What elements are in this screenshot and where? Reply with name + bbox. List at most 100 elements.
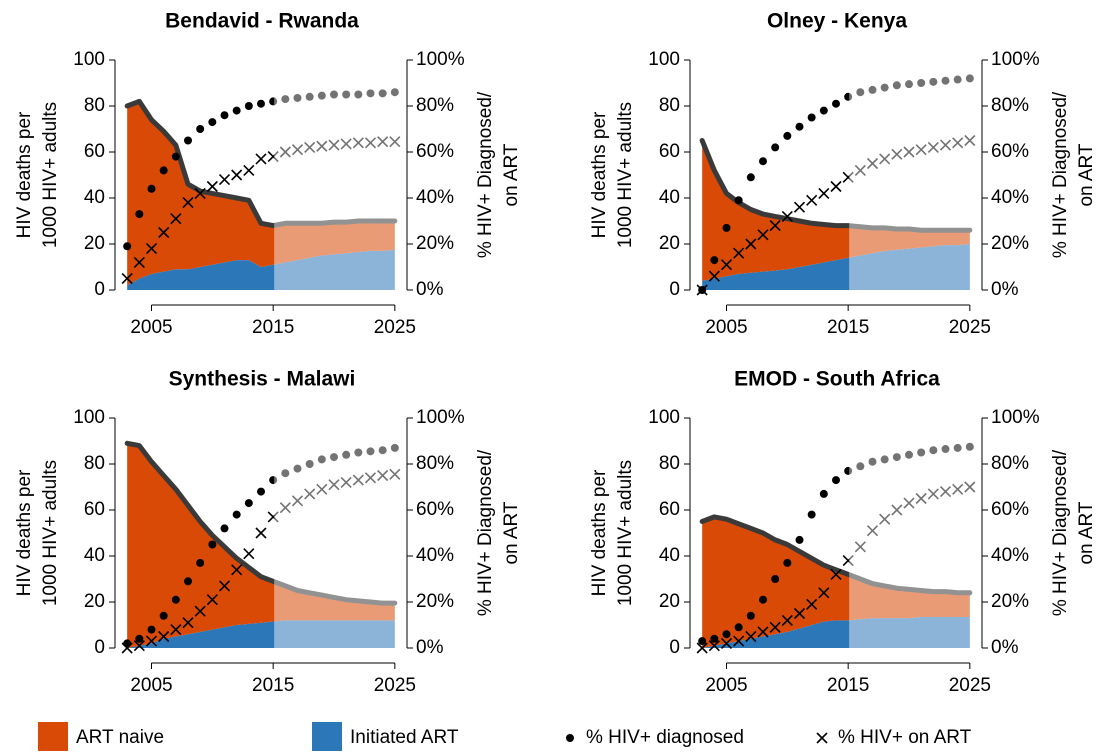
total-line (124, 440, 398, 606)
art-cross (158, 630, 170, 643)
x-tick-label: 2015 (252, 675, 294, 696)
x-tick-label: 2015 (827, 675, 869, 696)
y2-axis-label: % HIV+ Diagnosed/ (475, 449, 496, 616)
total-line (699, 138, 973, 233)
y2-tick-label: 0% (991, 637, 1019, 658)
diagnosed-dot (795, 122, 804, 131)
diagnosed-dot (135, 634, 144, 643)
art-cross (170, 624, 182, 636)
x-tick-label: 2015 (252, 317, 294, 338)
y-axis-label: 1000 HIV+ adults (615, 460, 636, 606)
art-cross (830, 568, 842, 580)
panel: 0 20 40 60 80 100 0% 20% 40% 60% 80% 100% 2005 2015 20… (589, 10, 1097, 338)
art-cross (939, 486, 952, 498)
diagnosed-dot (892, 81, 901, 90)
art-cross (879, 513, 891, 525)
diagnosed-dot (208, 118, 217, 127)
art-cross (158, 226, 170, 239)
y2-axis-label: % HIV+ Diagnosed/ (1050, 91, 1071, 258)
art-cross (194, 605, 206, 617)
diagnosed-dot (354, 90, 363, 99)
diagnosed-dot (905, 450, 913, 459)
y-axis-label: HIV deaths per (589, 111, 610, 238)
art-cross (316, 140, 328, 152)
diagnosed-dot (880, 455, 889, 464)
art-cross (891, 504, 903, 516)
art-cross (903, 146, 915, 158)
art-cross (218, 174, 231, 186)
art-cross (964, 134, 976, 147)
diagnosed-dot (856, 462, 865, 471)
diagnosed-dot (232, 106, 241, 115)
y-tick-label: 0 (669, 279, 680, 300)
art-cross (243, 164, 255, 176)
diagnosed-dot (917, 79, 926, 87)
chart-title: Olney - Kenya (767, 10, 907, 33)
diagnosed-dot (953, 443, 962, 452)
diagnosed-dot (710, 634, 719, 643)
y2-tick-label: 80% (991, 453, 1029, 474)
art-cross (194, 187, 206, 199)
legend-label: % HIV+ on ART (838, 727, 972, 748)
diagnosed-dot (734, 196, 743, 205)
diagnosed-dot (929, 77, 938, 86)
y-axis-label: 1000 HIV+ adults (40, 102, 61, 248)
art-cross (377, 469, 389, 482)
y-tick-label: 60 (659, 141, 680, 162)
x-tick-label: 2005 (705, 317, 747, 338)
area (702, 140, 970, 281)
diagnosed-dot (147, 625, 156, 634)
art-cross (243, 548, 255, 560)
diagnosed-dot (244, 499, 253, 508)
y-tick-label: 40 (659, 545, 680, 566)
art-cross (267, 511, 279, 523)
art-cross (231, 169, 243, 181)
diagnosed-dot (832, 99, 840, 108)
y-tick-label: 40 (84, 187, 105, 208)
art-cross (279, 146, 291, 158)
x-tick-label: 2005 (130, 317, 172, 338)
diagnosed-dot (123, 242, 132, 251)
diagnosed-dot (244, 102, 253, 110)
diagnosed-dot (929, 446, 938, 455)
y2-tick-label: 60% (991, 141, 1029, 162)
art-cross (939, 139, 952, 151)
diagnosed-dot (771, 575, 780, 583)
y2-tick-label: 0% (416, 279, 444, 300)
chart-title: Synthesis - Malawi (169, 368, 356, 391)
diagnosed-dot (366, 447, 375, 456)
art-cross (291, 495, 304, 507)
diagnosed-dot (892, 453, 901, 462)
diagnosed-dot (330, 453, 338, 462)
art-cross (854, 541, 866, 553)
art-cross (793, 201, 806, 213)
y-tick-label: 60 (659, 499, 680, 520)
y-axis-label: HIV deaths per (589, 469, 610, 596)
y-tick-label: 20 (84, 591, 105, 612)
y2-tick-label: 60% (991, 499, 1029, 520)
legend-swatch (312, 722, 342, 751)
x-tick-label: 2025 (949, 675, 991, 696)
diagnosed-dot (135, 210, 144, 219)
y2-tick-label: 80% (416, 95, 454, 116)
art-cross (891, 148, 903, 160)
diagnosed-dot (342, 450, 351, 459)
art-cross (866, 525, 879, 537)
art-cross (781, 614, 793, 626)
diagnosed-dot (746, 173, 755, 182)
diagnosed-dot (184, 136, 192, 145)
art-cross (328, 479, 340, 491)
panel: 0 20 40 60 80 100 0% 20% 40% 60% 80% 100% 2005 2015 20… (589, 368, 1097, 696)
art-cross (952, 483, 964, 495)
y-tick-label: 0 (94, 279, 105, 300)
art-cross (364, 137, 377, 149)
art-cross (218, 580, 231, 592)
art-cross (352, 137, 364, 149)
y2-tick-label: 40% (416, 545, 454, 566)
y2-tick-label: 80% (416, 453, 454, 474)
diagnosed-dot (965, 442, 974, 451)
y2-axis-label: on ART (501, 501, 522, 564)
y-tick-label: 40 (84, 545, 105, 566)
diagnosed-dot (378, 446, 387, 455)
art-cross (720, 637, 733, 649)
